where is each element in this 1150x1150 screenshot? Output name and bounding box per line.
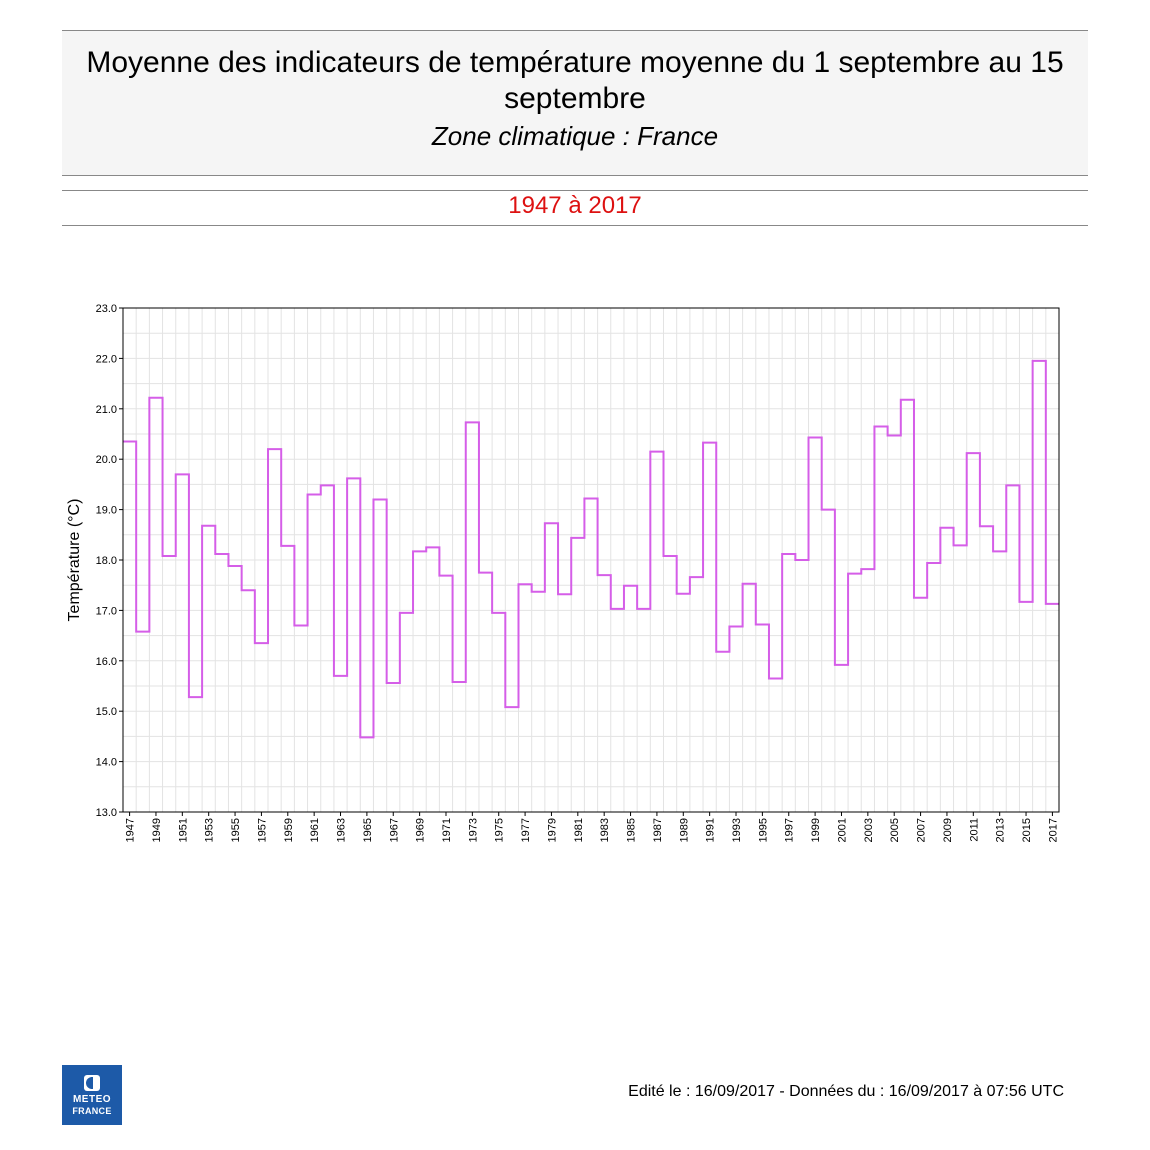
x-tick-label: 2017 <box>1047 818 1059 842</box>
x-tick-label: 1961 <box>309 818 321 842</box>
x-tick-label: 1995 <box>757 818 769 842</box>
x-tick-label: 1981 <box>573 818 585 842</box>
x-tick-label: 1969 <box>415 818 427 842</box>
x-tick-label: 1985 <box>626 818 638 842</box>
x-tick-label: 2003 <box>863 818 875 842</box>
x-tick-label: 1963 <box>336 818 348 842</box>
y-tick-label: 23.0 <box>96 303 117 315</box>
temperature-chart: 13.0 14.0 15.0 16.0 17.0 18.0 19.0 20.0 21.0 22.0… <box>66 303 1060 842</box>
x-tick-label: 2009 <box>942 818 954 842</box>
x-tick-label: 1983 <box>599 818 611 842</box>
x-tick-label: 1951 <box>177 818 189 842</box>
plot-frame <box>122 307 1060 813</box>
y-tick-label: 15.0 <box>96 706 117 718</box>
x-tick-label: 2011 <box>968 818 980 842</box>
series-step-line <box>123 359 1059 739</box>
x-tick-label: 1979 <box>546 818 558 842</box>
y-tick-label: 17.0 <box>96 605 117 617</box>
y-tick-label: 19.0 <box>96 505 117 517</box>
logo-text-france: FRANCE <box>72 1106 112 1116</box>
x-tick-label: 1957 <box>256 818 268 842</box>
x-tick-label: 1953 <box>204 818 216 842</box>
x-tick-label: 1947 <box>125 818 137 842</box>
y-axis-label: Température (°C) <box>66 499 83 622</box>
period-label: 1947 à 2017 <box>508 192 642 219</box>
chart-subtitle: Zone climatique : France <box>431 121 719 151</box>
x-tick-label: 1949 <box>151 818 163 842</box>
x-tick-label: 2005 <box>889 818 901 842</box>
x-tick-label: 1955 <box>230 818 242 842</box>
y-tick-label: 16.0 <box>96 656 117 668</box>
x-tick-label: 2013 <box>995 818 1007 842</box>
x-tick-label: 2015 <box>1021 818 1033 842</box>
x-tick-label: 1987 <box>652 818 664 842</box>
y-tick-label: 13.0 <box>96 807 117 819</box>
x-tick-label: 1999 <box>810 818 822 842</box>
x-tick-label: 1967 <box>388 818 400 842</box>
edition-info: Edité le : 16/09/2017 - Données du : 16/… <box>628 1083 1064 1100</box>
x-tick-label: 1973 <box>467 818 479 842</box>
chart-title: Moyenne des indicateurs de température m… <box>86 46 1064 115</box>
x-tick-label: 1991 <box>705 818 717 842</box>
title-box: Moyenne des indicateurs de température m… <box>62 30 1088 176</box>
x-tick-label: 1975 <box>494 818 506 842</box>
x-tick-label: 2007 <box>916 818 928 842</box>
x-tick-label: 1965 <box>362 818 374 842</box>
x-tick-label: 1977 <box>520 818 532 842</box>
x-tick-label: 1959 <box>283 818 295 842</box>
meteo-france-logo: METEO FRANCE <box>62 1065 122 1125</box>
period-box: 1947 à 2017 <box>62 190 1088 226</box>
y-tick-label: 22.0 <box>96 353 117 365</box>
y-tick-label: 14.0 <box>96 757 117 769</box>
x-tick-label: 1971 <box>441 818 453 842</box>
y-tick-label: 18.0 <box>96 555 117 567</box>
x-tick-label: 1997 <box>784 818 796 842</box>
meteo-france-emblem-icon <box>84 1075 100 1091</box>
x-tick-label: 1993 <box>731 818 743 842</box>
x-tick-label: 1989 <box>678 818 690 842</box>
y-tick-label: 21.0 <box>96 404 117 416</box>
y-tick-label: 20.0 <box>96 454 117 466</box>
x-tick-label: 2001 <box>836 818 848 842</box>
logo-text-meteo: METEO <box>72 1094 112 1105</box>
